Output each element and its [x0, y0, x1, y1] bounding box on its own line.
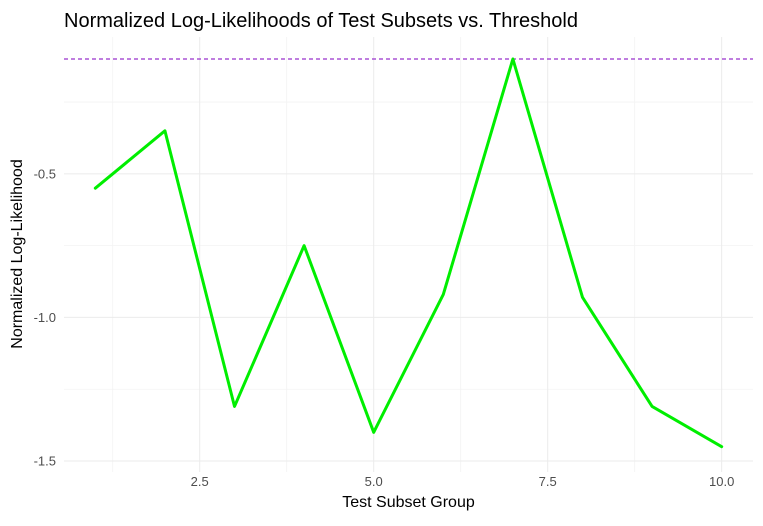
grid	[64, 37, 753, 472]
y-axis-title: Normalized Log-Likelihood	[9, 159, 26, 348]
x-tick-label: 7.5	[539, 474, 557, 489]
x-tick-label: 5.0	[365, 474, 383, 489]
series-line-1	[93, 57, 724, 449]
axis-labels: 2.5 5.0 7.5 10.0 -1.5 -1.0 -0.5	[34, 166, 735, 489]
chart-title: Normalized Log-Likelihoods of Test Subse…	[64, 10, 578, 32]
y-tick-label: -1.0	[34, 310, 56, 325]
series-group	[93, 57, 724, 449]
x-tick-label: 2.5	[191, 474, 209, 489]
x-tick-label: 10.0	[709, 474, 734, 489]
y-tick-label: -0.5	[34, 166, 56, 181]
x-axis-title: Test Subset Group	[342, 494, 475, 511]
y-tick-label: -1.5	[34, 454, 56, 469]
